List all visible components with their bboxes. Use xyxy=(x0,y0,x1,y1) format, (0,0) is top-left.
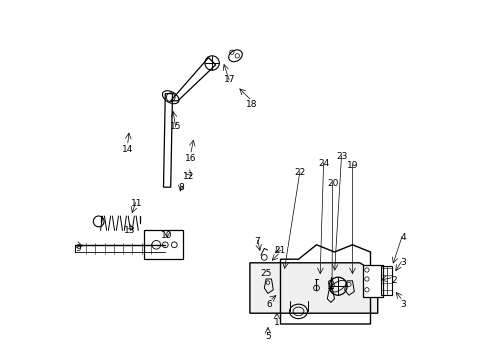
Text: 12: 12 xyxy=(183,172,194,181)
Text: 19: 19 xyxy=(346,161,358,170)
Text: 3: 3 xyxy=(399,258,405,267)
Text: 1: 1 xyxy=(273,318,279,327)
Text: 13: 13 xyxy=(123,226,135,235)
Text: 3: 3 xyxy=(399,300,405,309)
Text: 8: 8 xyxy=(178,183,184,192)
Text: 20: 20 xyxy=(326,179,338,188)
Text: 5: 5 xyxy=(264,332,270,341)
Text: 24: 24 xyxy=(317,159,328,168)
Text: 22: 22 xyxy=(294,168,305,177)
Text: 11: 11 xyxy=(130,199,142,208)
Polygon shape xyxy=(249,263,377,313)
Text: 16: 16 xyxy=(184,154,196,163)
Text: 6: 6 xyxy=(266,300,272,309)
Text: 21: 21 xyxy=(274,246,285,255)
Bar xyxy=(363,265,382,297)
Text: 14: 14 xyxy=(122,145,133,154)
Text: 9: 9 xyxy=(75,244,81,253)
Text: 10: 10 xyxy=(161,231,172,240)
Text: 18: 18 xyxy=(245,100,257,109)
Text: 23: 23 xyxy=(335,152,346,161)
Text: 4: 4 xyxy=(399,233,405,242)
Text: 2: 2 xyxy=(390,276,396,285)
Text: 7: 7 xyxy=(254,237,260,246)
Text: 15: 15 xyxy=(170,122,182,131)
Bar xyxy=(381,266,391,295)
Text: 17: 17 xyxy=(224,75,235,84)
Text: 25: 25 xyxy=(260,269,271,278)
Bar xyxy=(143,230,183,259)
